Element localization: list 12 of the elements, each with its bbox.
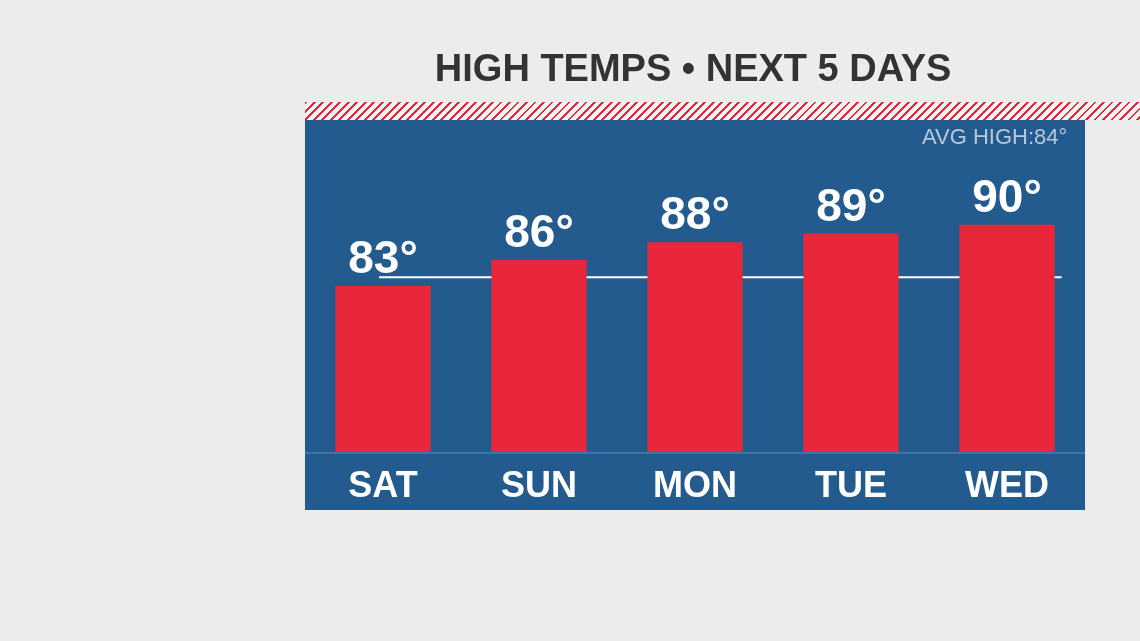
x-tick-label: SAT <box>348 464 418 506</box>
data-label: 89° <box>816 178 886 231</box>
annotation: AVG HIGH:84° <box>922 124 1068 149</box>
x-tick-label: SUN <box>500 464 578 506</box>
x-tick-label: MON <box>653 464 737 506</box>
data-label: 88° <box>660 187 730 240</box>
chart-title: HIGH TEMPS • NEXT 5 DAYS <box>434 46 952 89</box>
x-tick-label: WED <box>965 464 1049 506</box>
data-label: 83° <box>348 231 418 283</box>
data-label: 90° <box>972 169 1042 222</box>
x-tick-label: TUE <box>815 464 887 506</box>
data-label: 86° <box>504 204 574 257</box>
